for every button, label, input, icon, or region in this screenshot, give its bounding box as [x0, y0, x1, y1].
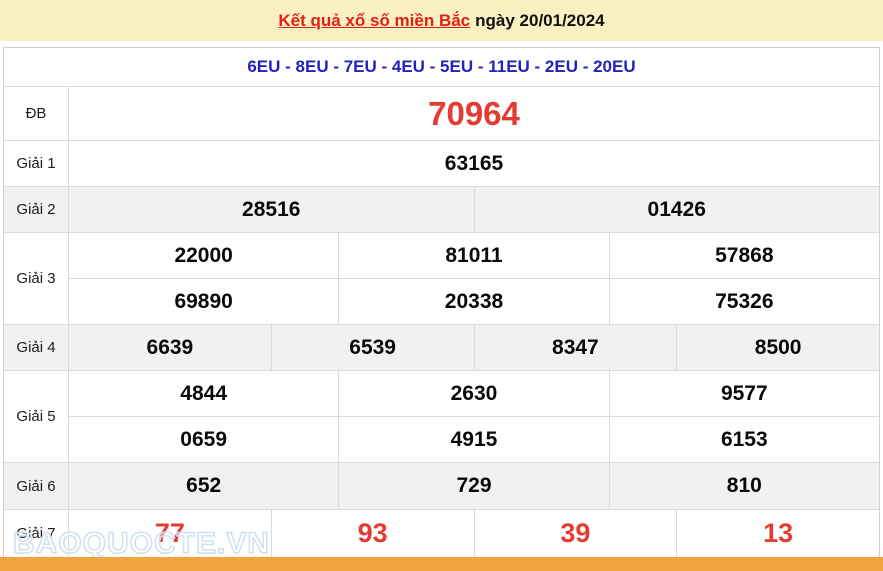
prize-label: Giải 5	[4, 371, 69, 462]
prize-label: Giải 3	[4, 233, 69, 324]
prize-value: 4844	[69, 371, 340, 416]
prize-value: 2630	[339, 371, 610, 416]
prize-value: 8500	[754, 335, 802, 359]
prize-row-3: Giải 3 22000 81011 57868 69890 20338 753…	[4, 232, 879, 324]
prize-value: 8347	[475, 325, 678, 370]
prize-label: Giải 7	[4, 510, 69, 557]
results-date: ngày 20/01/2024	[475, 10, 605, 30]
prize-value: 6639	[69, 325, 272, 370]
prize-value: 70964	[428, 94, 520, 132]
prize-value: 6539	[272, 325, 475, 370]
prize-label: Giải 1	[4, 141, 69, 186]
prize-value: 20338	[339, 279, 610, 324]
prize-value: 22000	[69, 233, 340, 278]
prize-value: 28516	[69, 187, 475, 232]
prize-row-1: Giải 1 63165	[4, 140, 879, 186]
draw-codes-row: 6EU - 8EU - 7EU - 4EU - 5EU - 11EU - 2EU…	[4, 48, 879, 86]
prize-row-5: Giải 5 4844 2630 9577 0659 4915 6153	[4, 370, 879, 462]
prize-row-7: Giải 7 77 93 39 13	[4, 509, 879, 557]
prize-value: 729	[339, 463, 610, 509]
prize-value: 93	[272, 510, 475, 557]
page-title-bar: Kết quả xổ số miền Bắc ngày 20/01/2024	[0, 0, 883, 41]
prize-label: Giải 2	[4, 187, 69, 232]
prize-value: 39	[475, 510, 678, 557]
prize-label: Giải 6	[4, 463, 69, 509]
prize-value: 0659	[69, 417, 340, 462]
prize-value: 6153	[720, 427, 768, 451]
prize-label: ĐB	[4, 87, 69, 140]
prize-value: 810	[726, 474, 762, 497]
prize-value: 69890	[69, 279, 340, 324]
prize-row-6: Giải 6 652 729 810	[4, 462, 879, 509]
prize-label: Giải 4	[4, 325, 69, 370]
prize-row-special: ĐB 70964	[4, 86, 879, 140]
prize-value: 9577	[720, 381, 768, 405]
results-title-link[interactable]: Kết quả xổ số miền Bắc	[278, 10, 471, 30]
draw-codes-text: 6EU - 8EU - 7EU - 4EU - 5EU - 11EU - 2EU…	[247, 57, 636, 76]
prize-row-4: Giải 4 6639 6539 8347 8500	[4, 324, 879, 370]
lottery-results-table: 6EU - 8EU - 7EU - 4EU - 5EU - 11EU - 2EU…	[3, 47, 880, 558]
prize-value: 81011	[339, 233, 610, 278]
prize-value: 4915	[339, 417, 610, 462]
prize-value: 652	[69, 463, 340, 509]
prize-value: 77	[69, 510, 272, 557]
prize-value: 13	[763, 518, 794, 548]
footer-orange-bar	[0, 557, 883, 571]
prize-value: 57868	[715, 243, 774, 267]
prize-row-2: Giải 2 28516 01426	[4, 186, 879, 232]
prize-value: 01426	[647, 197, 706, 221]
prize-value: 75326	[715, 289, 774, 313]
prize-value: 63165	[444, 151, 504, 175]
